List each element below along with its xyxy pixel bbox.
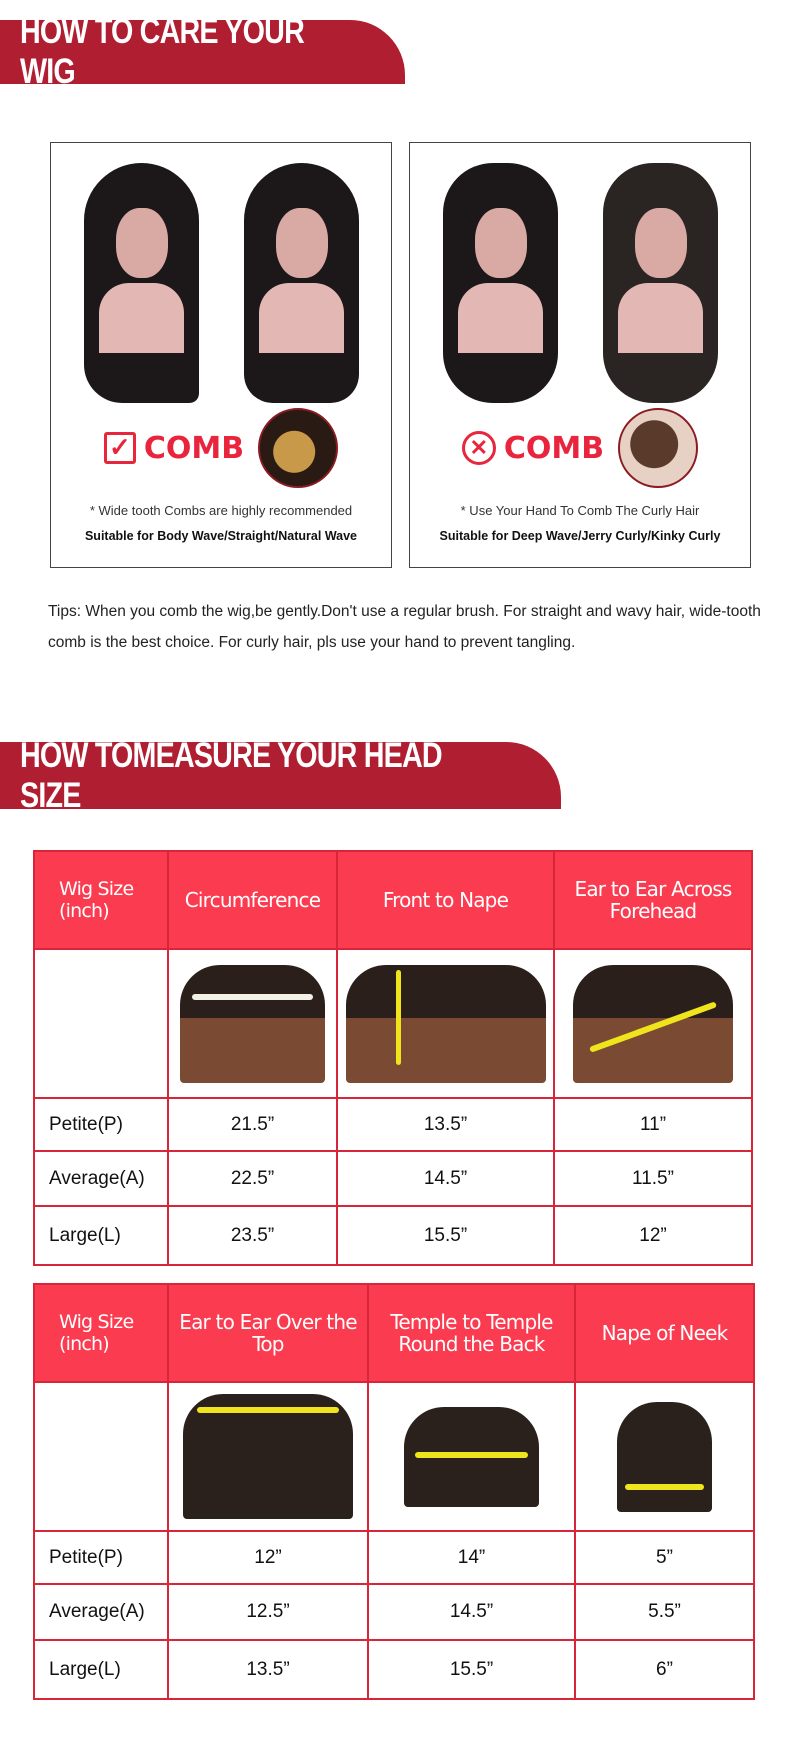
suitable-text: Suitable for Body Wave/Straight/Natural …	[84, 529, 358, 543]
value-cell: 12”	[167, 1530, 369, 1585]
header-wig-size: Wig Size (inch)	[33, 1283, 169, 1383]
table-row: Large(L) 23.5” 15.5” 12”	[33, 1205, 753, 1266]
header-circumference: Circumference	[167, 850, 338, 950]
circle-x-icon: ✕	[461, 431, 496, 465]
size-label: Large(L)	[33, 1205, 169, 1266]
value-cell: 14.5”	[367, 1583, 576, 1641]
curly-wig-photos	[420, 163, 740, 403]
value-cell: 11.5”	[553, 1150, 753, 1207]
header-nape-of-neck: Nape of Neek	[574, 1283, 755, 1383]
tips-text: Tips: When you comb the wig,be gently.Do…	[48, 603, 761, 651]
measure-section-title: HOW TOMEASURE YOUR HEAD SIZE	[20, 735, 443, 815]
header-ear-to-ear-top: Ear to Ear Over the Top	[167, 1283, 369, 1383]
value-cell: 22.5”	[167, 1150, 338, 1207]
header-ear-to-ear-forehead: Ear to Ear Across Forehead	[553, 850, 753, 950]
size-label: Average(A)	[33, 1583, 169, 1641]
temple-to-temple-photo	[404, 1406, 539, 1507]
value-cell: 15.5”	[336, 1205, 555, 1266]
value-cell: 13.5”	[336, 1097, 555, 1152]
straight-wavy-wig-photos	[61, 163, 381, 403]
value-cell: 13.5”	[167, 1639, 369, 1700]
hand-comb-card: ✕ COMB * Use Your Hand To Comb The Curly…	[409, 142, 751, 568]
value-cell: 14”	[367, 1530, 576, 1585]
value-cell: 5.5”	[574, 1583, 755, 1641]
value-cell: 14.5”	[336, 1150, 555, 1207]
value-cell: 12”	[553, 1205, 753, 1266]
care-section-banner: HOW TO CARE YOUR WIG	[0, 12, 405, 91]
checkbox-check-icon: ✓	[103, 432, 136, 464]
front-to-nape-photo	[345, 964, 546, 1083]
suitable-text: Suitable for Deep Wave/Jerry Curly/Kinky…	[439, 529, 721, 543]
size-table-1: Wig Size (inch) Circumference Front to N…	[33, 850, 753, 1266]
comb-note: * Wide tooth Combs are highly recommende…	[89, 503, 353, 518]
size-table-2: Wig Size (inch) Ear to Ear Over the Top …	[33, 1283, 755, 1700]
table-row: Large(L) 13.5” 15.5” 6”	[33, 1639, 755, 1700]
size-label: Large(L)	[33, 1639, 169, 1700]
header-wig-size: Wig Size (inch)	[33, 850, 169, 950]
table-row: Petite(P) 12” 14” 5”	[33, 1530, 755, 1585]
comb-note: * Use Your Hand To Comb The Curly Hair	[460, 503, 700, 518]
value-cell: 11”	[553, 1097, 753, 1152]
table-row: Average(A) 22.5” 14.5” 11.5”	[33, 1150, 753, 1207]
size-label: Average(A)	[33, 1150, 169, 1207]
hand-comb-photo	[618, 408, 699, 488]
value-cell: 23.5”	[167, 1205, 338, 1266]
table-row: Petite(P) 21.5” 13.5” 11”	[33, 1097, 753, 1152]
size-label: Petite(P)	[33, 1530, 169, 1585]
ear-to-ear-forehead-photo	[573, 964, 733, 1083]
comb-label: COMB	[503, 430, 605, 466]
header-front-to-nape: Front to Nape	[336, 850, 555, 950]
ear-to-ear-top-photo	[183, 1394, 353, 1519]
measure-section-banner: HOW TOMEASURE YOUR HEAD SIZE	[0, 736, 561, 815]
value-cell: 21.5”	[167, 1097, 338, 1152]
wide-tooth-comb-photo	[258, 408, 339, 488]
value-cell: 6”	[574, 1639, 755, 1700]
table-row: Average(A) 12.5” 14.5” 5.5”	[33, 1583, 755, 1641]
header-temple-to-temple: Temple to Temple Round the Back	[367, 1283, 576, 1383]
circumference-photo	[180, 964, 325, 1083]
value-cell: 15.5”	[367, 1639, 576, 1700]
comb-recommended-card: ✓ COMB * Wide tooth Combs are highly rec…	[50, 142, 392, 568]
size-label: Petite(P)	[33, 1097, 169, 1152]
value-cell: 5”	[574, 1530, 755, 1585]
comb-label: COMB	[143, 430, 245, 466]
nape-of-neck-photo	[617, 1401, 712, 1512]
care-section-title: HOW TO CARE YOUR WIG	[20, 12, 305, 91]
value-cell: 12.5”	[167, 1583, 369, 1641]
